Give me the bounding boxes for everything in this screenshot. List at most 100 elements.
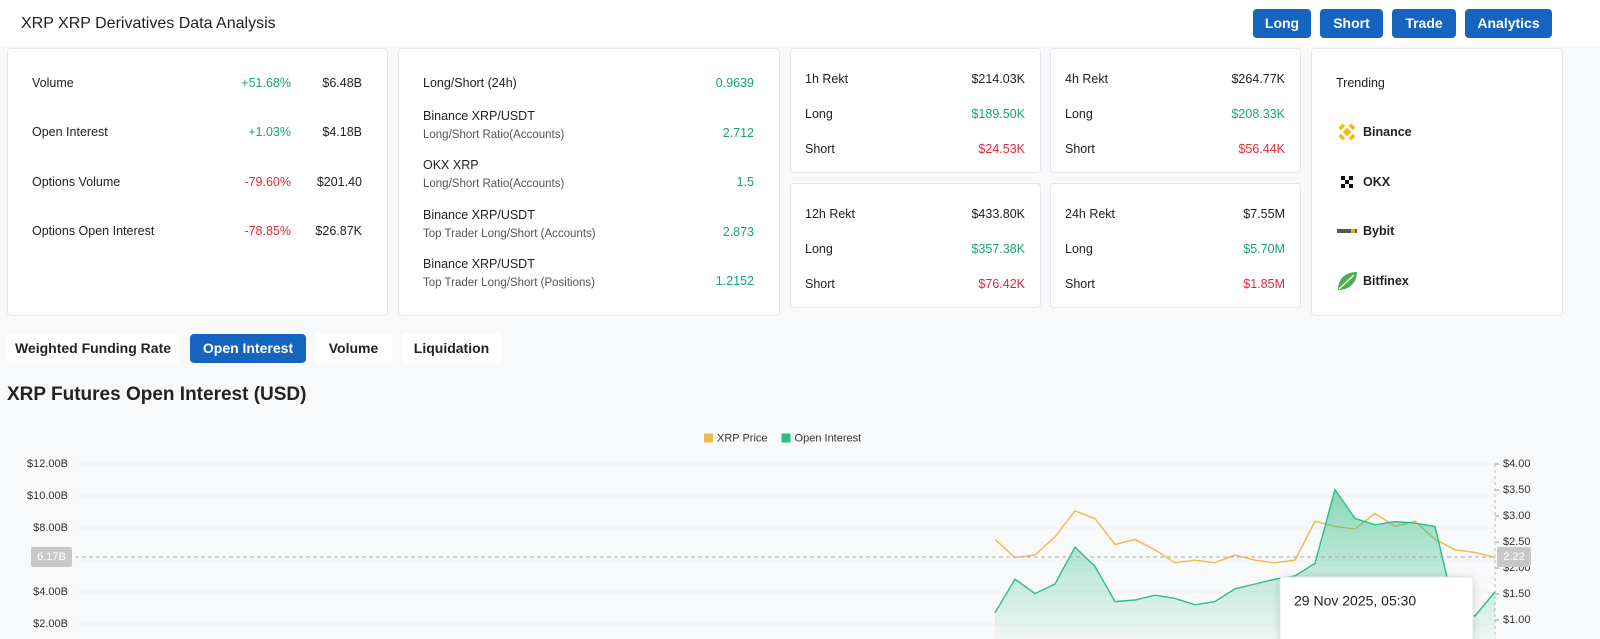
rekt-total: $433.80K [971, 207, 1025, 221]
ratio-value: 0.9639 [715, 76, 754, 90]
page-title: XRP XRP Derivatives Data Analysis [21, 15, 276, 32]
rekt-long: $208.33K [1231, 107, 1285, 121]
metric-change: -78.85% [244, 224, 291, 239]
metric-value: $26.87K [315, 224, 362, 239]
metric-label: Open Interest [32, 125, 108, 140]
header-button[interactable]: Short [1320, 9, 1383, 38]
legend-swatch [781, 433, 791, 443]
rekt-card: 12h Rekt $433.80K Long $357.38K Short $76.42K [790, 183, 1041, 308]
legend-label: XRP Price [717, 432, 768, 444]
rekt-long-label: Long [1065, 242, 1093, 256]
metric-label: Options Open Interest [32, 224, 155, 239]
rekt-long-label: Long [805, 242, 833, 256]
metric-value: $201.40 [316, 174, 362, 189]
exchange-icon [1336, 220, 1358, 242]
y2-tick-label: $1.00 [1503, 614, 1531, 626]
y-tick-label: $12.00B [27, 458, 68, 470]
rekt-card: 24h Rekt $7.55M Long $5.70M Short $1.85M [1050, 183, 1301, 308]
rekt-long: $357.38K [971, 242, 1025, 256]
ratio-label: Long/Short (24h) [423, 76, 517, 90]
tab[interactable]: Liquidation [402, 334, 501, 363]
tooltip-title: 29 Nov 2025, 05:30 [1294, 593, 1416, 609]
metric-change: +51.68% [241, 76, 291, 90]
exchange-name[interactable]: OKX [1363, 174, 1391, 189]
y2-tick-label: $1.50 [1503, 588, 1531, 600]
y-tick-label: $2.00B [33, 618, 68, 630]
tab[interactable]: Open Interest [190, 334, 306, 363]
rekt-total: $214.03K [971, 72, 1025, 86]
tooltip [1279, 576, 1474, 639]
rekt-card: 1h Rekt $214.03K Long $189.50K Short $24.53K [790, 48, 1041, 173]
header-button[interactable]: Analytics [1465, 9, 1552, 38]
metric-value: $4.18B [322, 125, 362, 140]
metric-value: $6.48B [322, 76, 362, 90]
exchange-icon [1336, 171, 1358, 193]
ratio-value: 2.712 [722, 125, 754, 140]
crosshair-badge [1497, 547, 1531, 567]
y2-tick-label: $2.50 [1503, 536, 1531, 548]
metric-label: Options Volume [32, 174, 121, 189]
y2-tick-label: $4.00 [1503, 458, 1531, 470]
legend-label: Open Interest [795, 432, 862, 444]
exchange-icon [1336, 121, 1358, 143]
exchange-icon [1336, 270, 1358, 292]
metric-change: -79.60% [244, 174, 291, 189]
rekt-short: $56.44K [1238, 142, 1285, 156]
crosshair-badge [31, 547, 72, 567]
rekt-long: $189.50K [971, 107, 1025, 121]
rekt-long-label: Long [1065, 107, 1093, 121]
rekt-total: $264.77K [1231, 72, 1285, 86]
rekt-title: 4h Rekt [1065, 72, 1109, 86]
ratio-sublabel: Top Trader Long/Short (Positions) [423, 277, 595, 289]
ratio-label: Binance XRP/USDT [423, 207, 535, 222]
trending-card: Trending Binance OKX Bybit Bitfinex [1311, 48, 1563, 316]
metric-change: +1.03% [248, 125, 291, 140]
ratio-label: Binance XRP/USDT [423, 108, 535, 123]
ratio-value: 1.5 [736, 175, 754, 189]
y-tick-label: $10.00B [27, 490, 68, 502]
rekt-short: $24.53K [978, 142, 1025, 156]
overview-card: Volume +51.68% $6.48B Open Interest +1.03% $4… [7, 48, 388, 316]
exchange-name[interactable]: Binance [1363, 125, 1412, 139]
rekt-short-label: Short [805, 277, 835, 291]
y-tick-label: $4.00B [33, 586, 68, 598]
legend-swatch [704, 433, 713, 443]
tab[interactable]: Volume [315, 334, 392, 363]
rekt-long: $5.70M [1243, 242, 1285, 256]
rekt-short-label: Short [1065, 277, 1095, 291]
y-tick-label: $8.00B [33, 522, 68, 534]
crosshair-y2-label: 2.22 [1503, 551, 1524, 563]
ratio-label: OKX XRP [423, 158, 479, 172]
ratio-card: Long/Short (24h) 0.9639 Binance XRP/USDT Lo… [398, 48, 780, 316]
ratio-sublabel: Top Trader Long/Short (Accounts) [423, 227, 596, 240]
rekt-short: $1.85M [1243, 277, 1285, 291]
header-button[interactable]: Long [1253, 9, 1311, 38]
rekt-total: $7.55M [1243, 207, 1285, 221]
trending-title: Trending [1336, 76, 1385, 90]
rekt-title: 12h Rekt [805, 207, 856, 221]
rekt-title: 1h Rekt [805, 72, 849, 86]
crosshair-y-label: 6.17B [37, 551, 66, 563]
y2-tick-label: $3.50 [1503, 484, 1531, 496]
exchange-name[interactable]: Bybit [1363, 224, 1395, 238]
exchange-name[interactable]: Bitfinex [1363, 273, 1409, 288]
rekt-title: 24h Rekt [1065, 207, 1116, 221]
ratio-sublabel: Long/Short Ratio(Accounts) [423, 178, 565, 190]
rekt-card: 4h Rekt $264.77K Long $208.33K Short $56.44K [1050, 48, 1301, 173]
chart-title: XRP Futures Open Interest (USD) [7, 384, 307, 405]
header-button[interactable]: Trade [1392, 9, 1456, 38]
y2-tick-label: $3.00 [1503, 510, 1531, 522]
series-line [994, 509, 1496, 564]
rekt-short: $76.42K [978, 277, 1025, 291]
ratio-sublabel: Long/Short Ratio(Accounts) [423, 128, 565, 141]
ratio-label: Binance XRP/USDT [423, 257, 535, 271]
rekt-short-label: Short [1065, 142, 1095, 156]
rekt-short-label: Short [805, 142, 835, 156]
ratio-value: 1.2152 [715, 274, 754, 288]
metric-label: Volume [32, 76, 74, 90]
tab[interactable]: Weighted Funding Rate [7, 334, 179, 363]
ratio-value: 2.873 [722, 224, 754, 239]
rekt-long-label: Long [805, 107, 833, 121]
